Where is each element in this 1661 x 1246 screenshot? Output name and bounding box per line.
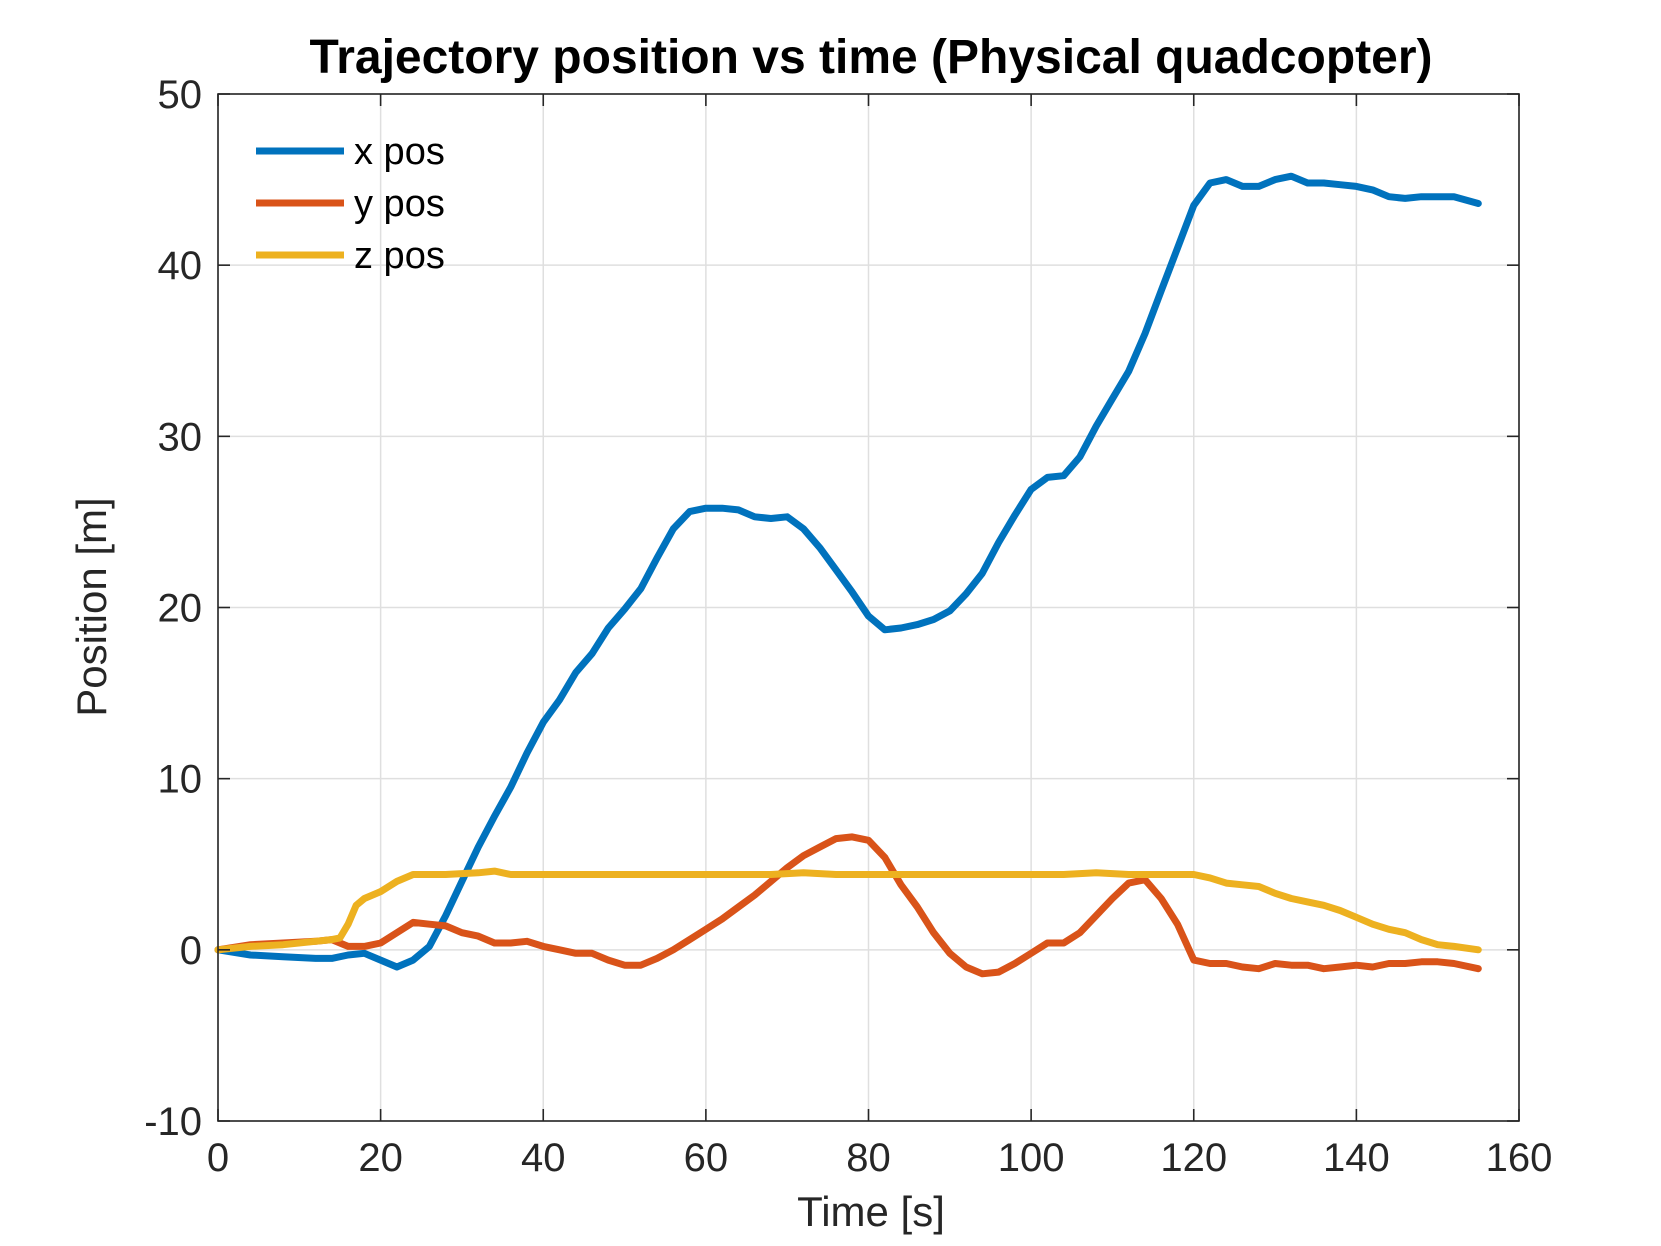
x-tick-label: 40: [521, 1136, 566, 1180]
y-tick-label: 10: [158, 758, 203, 802]
x-tick-label: 0: [207, 1136, 229, 1180]
y-tick-label: 30: [158, 415, 203, 459]
legend-label-z-pos: z pos: [354, 235, 445, 277]
y-tick-label: 20: [158, 587, 203, 631]
chart-title: Trajectory position vs time (Physical qu…: [310, 31, 1433, 84]
legend-label-y-pos: y pos: [354, 183, 445, 225]
x-tick-label: 60: [684, 1136, 729, 1180]
y-tick-label: 50: [158, 73, 203, 117]
y-tick-label: 40: [158, 244, 203, 288]
x-tick-label: 140: [1323, 1136, 1390, 1180]
series-line-z-pos: [214, 867, 1482, 954]
series-line-y-pos: [214, 833, 1482, 978]
x-tick-label: 80: [846, 1136, 891, 1180]
y-tick-label: -10: [144, 1100, 202, 1144]
x-axis-label: Time [s]: [797, 1188, 945, 1235]
x-tick-label: 100: [998, 1136, 1065, 1180]
x-tick-labels: 0 20 40 60 80 100 120 140 160: [207, 1136, 1553, 1180]
y-tick-labels: -10 0 10 20 30 40 50: [144, 73, 202, 1144]
y-axis-label: Position [m]: [68, 497, 115, 716]
x-tick-label: 160: [1486, 1136, 1553, 1180]
legend-label-x-pos: x pos: [354, 131, 445, 173]
series-lines: [214, 172, 1482, 978]
x-tick-label: 120: [1160, 1136, 1227, 1180]
y-tick-label: 0: [180, 929, 202, 973]
tick-marks: [217, 93, 1520, 1122]
legend: x pos y pos z pos: [256, 131, 445, 277]
x-tick-label: 20: [358, 1136, 403, 1180]
